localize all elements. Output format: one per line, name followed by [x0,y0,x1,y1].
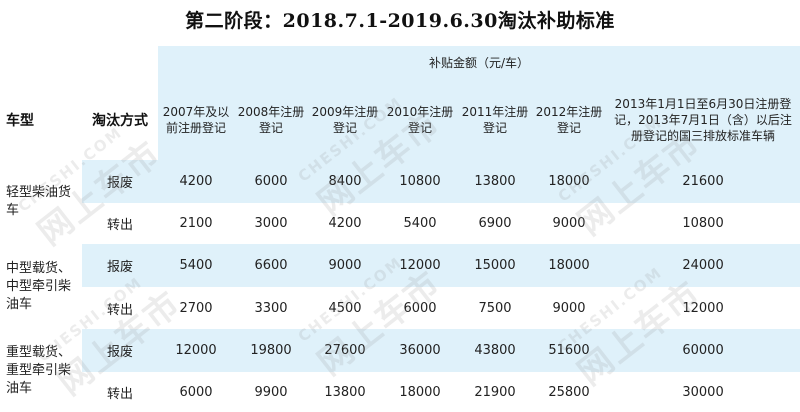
column-header: 2007年及以前注册登记 [158,80,234,160]
vehicle-type-cell: 轻型柴油货车 [0,160,82,244]
value-cell: 2700 [179,300,213,316]
value-cell: 18000 [399,384,441,400]
value-cell: 21600 [682,174,724,189]
value-cell: 51600 [548,343,590,358]
value-cell: 9000 [552,216,586,231]
value-cell: 6000 [403,300,437,316]
column-header: 2009年注册登记 [308,80,382,160]
value-cell: 36000 [399,343,441,358]
column-header: 2012年注册登记 [532,80,606,160]
column-header: 2008年注册登记 [234,80,308,160]
value-cell: 5400 [403,216,437,231]
column-header: 2013年1月1日至6月30日注册登记，2013年7月1日（含）以后注册登记的国… [606,80,800,160]
value-cell: 4200 [328,216,362,231]
page-title: 第二阶段：2018.7.1-2019.6.30淘汰补助标准 [185,10,615,32]
value-cell: 9000 [552,300,586,316]
method-header: 淘汰方式 [92,113,148,129]
value-cell: 43800 [474,343,516,358]
value-cell: 4200 [179,174,213,189]
vehicle-type-cell: 中型载货、中型牵引柴油车 [0,244,82,329]
method-cell: 转出 [106,386,133,402]
value-cell: 60000 [682,343,724,358]
vehicle-type-header: 车型 [6,113,34,129]
table-row: 转出 2100 3000 4200 5400 6900 9000 10800 [0,203,800,244]
value-cell: 13800 [474,174,516,189]
value-cell: 30000 [682,384,724,400]
value-cell: 7500 [478,300,512,316]
value-cell: 13800 [324,384,366,400]
column-header: 2011年注册登记 [458,80,532,160]
value-cell: 12000 [175,343,217,358]
table-row: 中型载货、中型牵引柴油车 报废 5400 6600 9000 12000 150… [0,244,800,329]
header-row: 车型 淘汰方式 2007年及以前注册登记 2008年注册登记 2009年注册登记… [0,80,800,160]
table-row: 轻型柴油货车 报废 4200 6000 8400 10800 13800 180… [0,160,800,244]
method-cell: 转出 [106,302,133,318]
value-cell: 10800 [399,174,441,189]
table-row: 重型载货、重型牵引柴油车 报废 12000 19800 27600 36000 … [0,329,800,412]
method-cell: 报废 [106,176,133,191]
value-cell: 4500 [328,300,362,316]
table-row: 转出 2700 3300 4500 6000 7500 9000 12000 [0,287,800,329]
value-cell: 6600 [254,258,288,273]
value-cell: 8400 [328,174,362,189]
value-cell: 5400 [179,258,213,273]
column-header: 2010年注册登记 [382,80,458,160]
value-cell: 3000 [254,216,288,231]
value-cell: 9000 [328,258,362,273]
value-cell: 27600 [324,343,366,358]
value-cell: 24000 [682,258,724,273]
value-cell: 25800 [548,384,590,400]
value-cell: 19800 [250,343,292,358]
value-cell: 10800 [682,216,724,231]
subsidy-amount-label: 补贴金额（元/车） [158,46,800,80]
method-cell: 转出 [106,218,133,233]
value-cell: 2100 [179,216,213,231]
value-cell: 6000 [179,384,213,400]
method-cell: 报废 [106,345,133,360]
value-cell: 18000 [548,258,590,273]
value-cell: 12000 [682,300,724,316]
value-cell: 9900 [254,384,288,400]
value-cell: 18000 [548,174,590,189]
value-cell: 6900 [478,216,512,231]
header-row-top: 补贴金额（元/车） [0,46,800,80]
vehicle-type-cell: 重型载货、重型牵引柴油车 [0,329,82,412]
value-cell: 6000 [254,174,288,189]
table-row: 转出 6000 9900 13800 18000 21900 25800 300… [0,372,800,412]
value-cell: 21900 [474,384,516,400]
subsidy-table: 补贴金额（元/车） 车型 淘汰方式 2007年及以前注册登记 2008年注册登记… [0,46,800,412]
value-cell: 12000 [399,258,441,273]
method-cell: 报废 [106,260,133,275]
value-cell: 3300 [254,300,288,316]
value-cell: 15000 [474,258,516,273]
